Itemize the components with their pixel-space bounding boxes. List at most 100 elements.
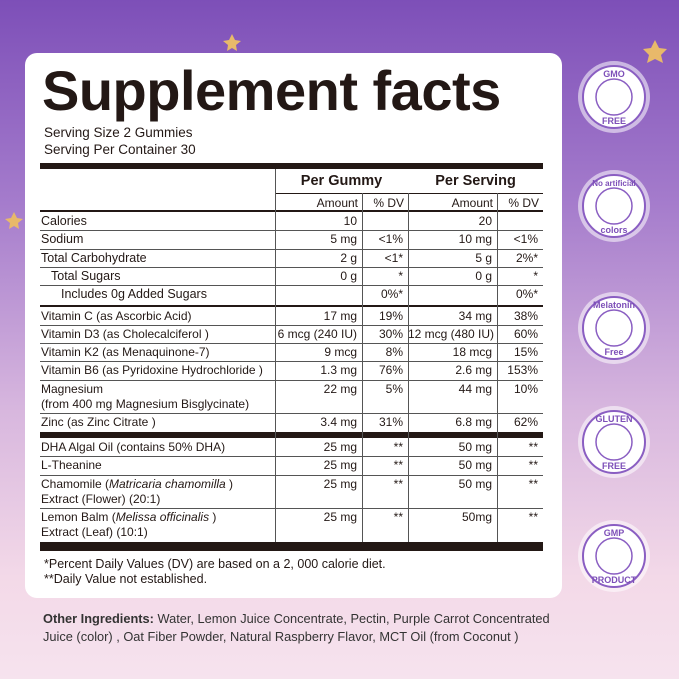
footnote: *Percent Daily Values (DV) are based on … bbox=[44, 556, 386, 571]
cell-value: * bbox=[533, 268, 538, 283]
cell-value: 6 mcg (240 IU) bbox=[277, 326, 357, 341]
cell-value: 18 mcg bbox=[452, 345, 492, 360]
row-label: Lemon Balm (Melissa officinalis ) bbox=[41, 510, 216, 525]
column-rule bbox=[497, 193, 498, 542]
column-rule bbox=[275, 169, 276, 542]
ingredients-text: Water, Lemon Juice Concentrate, Pectin, … bbox=[153, 611, 550, 626]
cell-value: 12 mcg (480 IU) bbox=[408, 326, 495, 341]
cell-value: ** bbox=[393, 440, 403, 454]
row-label: Total Sugars bbox=[51, 269, 120, 284]
cell-value: 25 mg bbox=[323, 440, 357, 454]
badge-inner bbox=[595, 423, 633, 461]
cell-value: 3.4 mg bbox=[320, 414, 357, 429]
cell-value: 0%* bbox=[380, 287, 403, 302]
row-rule bbox=[40, 379, 543, 381]
cell-value: ** bbox=[393, 509, 403, 524]
badge bbox=[582, 65, 646, 129]
cell-value: 25 mg bbox=[323, 458, 357, 473]
column-subheader: Amount bbox=[316, 196, 358, 210]
cell-value: ** bbox=[528, 476, 538, 491]
cell-value: 2.6 mg bbox=[455, 363, 492, 378]
label-text: L-Theanine bbox=[41, 458, 102, 473]
cell-value: 44 mg bbox=[458, 381, 492, 396]
cell-value: 34 mg bbox=[458, 308, 492, 323]
cell-value: ** bbox=[393, 476, 403, 491]
cell-value: 31% bbox=[378, 414, 403, 429]
label-text: Vitamin B6 (as Pyridoxine Hydrochloride … bbox=[41, 363, 263, 378]
cell-value: * bbox=[398, 268, 403, 283]
cell-value: 50 mg bbox=[458, 440, 492, 454]
cell-value: 62% bbox=[513, 414, 538, 429]
rule bbox=[40, 163, 543, 169]
cell-value: 9 mcg bbox=[324, 345, 357, 360]
label-text: (from 400 mg Magnesium Bisglycinate) bbox=[41, 396, 250, 411]
row-rule bbox=[40, 412, 543, 414]
label-text: Extract (Flower) (20:1) bbox=[41, 491, 161, 506]
row-label: Magnesium bbox=[41, 382, 103, 397]
cell-value: <1* bbox=[384, 250, 403, 265]
badge-top: GMO bbox=[603, 69, 625, 79]
serving-size: Serving Size 2 Gummies bbox=[44, 125, 193, 140]
other-ingredients: Other Ingredients: Water, Lemon Juice Co… bbox=[43, 611, 550, 626]
cell-value: 60% bbox=[513, 326, 538, 341]
badge-top: GMP bbox=[604, 528, 625, 538]
badge-top: Melatonin bbox=[593, 300, 635, 310]
badge bbox=[582, 524, 646, 588]
badge-bottom: colors bbox=[600, 225, 627, 235]
label-text: Magnesium bbox=[41, 381, 104, 396]
badge bbox=[582, 296, 646, 360]
label-text: Total Carbohydrate bbox=[41, 250, 147, 265]
cell-value: 6.8 mg bbox=[455, 414, 492, 429]
cell-value: ** bbox=[528, 509, 538, 524]
row-rule bbox=[40, 266, 543, 268]
ingredients-text: Juice (color) , Oat Fiber Powder, Natura… bbox=[43, 629, 519, 644]
row-label: Includes 0g Added Sugars bbox=[61, 287, 207, 302]
label-text: Lemon Balm ( bbox=[41, 509, 116, 524]
row-rule bbox=[40, 474, 543, 476]
cell-value: 8% bbox=[385, 345, 403, 360]
cell-value: 25 mg bbox=[323, 476, 357, 491]
column-rule bbox=[362, 193, 363, 542]
cell-value: ** bbox=[528, 458, 538, 473]
label-text: Vitamin D3 (as Cholecalciferol ) bbox=[41, 326, 209, 341]
badge-top: No artificial bbox=[592, 179, 636, 188]
row-label: Vitamin C (as Ascorbic Acid) bbox=[41, 309, 192, 324]
label-text: Matricaria chamomilla bbox=[109, 476, 226, 491]
row-rule bbox=[40, 507, 543, 509]
stars bbox=[5, 34, 667, 229]
row-label: Vitamin B6 (as Pyridoxine Hydrochloride … bbox=[41, 363, 263, 378]
badge-inner bbox=[595, 187, 633, 225]
column-header: Per Serving bbox=[435, 173, 516, 189]
cell-value: 30% bbox=[378, 326, 403, 341]
cell-value: 5 mg bbox=[330, 232, 357, 247]
cell-value: 0 g bbox=[475, 268, 492, 283]
ingredients-heading: Other Ingredients: bbox=[43, 611, 154, 626]
badge-inner bbox=[595, 537, 633, 575]
badge-top: GLUTEN bbox=[596, 414, 633, 424]
row-rule bbox=[40, 230, 543, 232]
cell-value: ** bbox=[393, 458, 403, 473]
cell-value: 0 g bbox=[340, 268, 357, 283]
label-text: Calories bbox=[41, 214, 87, 228]
label-text: Total Sugars bbox=[51, 268, 121, 283]
row-label: Sodium bbox=[41, 232, 83, 247]
cell-value: 0%* bbox=[515, 287, 538, 302]
cell-value: 5 g bbox=[475, 250, 492, 265]
badge-inner bbox=[595, 309, 633, 347]
cell-value: 76% bbox=[378, 363, 403, 378]
cell-value: <1% bbox=[513, 232, 538, 247]
row-rule bbox=[40, 285, 543, 287]
rule bbox=[40, 304, 543, 307]
column-rule bbox=[408, 193, 409, 542]
cell-value: 1.3 mg bbox=[320, 363, 357, 378]
badge bbox=[582, 410, 646, 474]
row-label: Vitamin K2 (as Menaquinone-7) bbox=[41, 345, 210, 360]
row-label: L-Theanine bbox=[41, 458, 102, 473]
cell-value: 10 bbox=[343, 214, 357, 228]
title: Supplement facts bbox=[42, 59, 501, 122]
badge bbox=[582, 174, 646, 238]
label-text: ) bbox=[209, 509, 217, 524]
row-label: Extract (Leaf) (10:1) bbox=[41, 525, 148, 540]
